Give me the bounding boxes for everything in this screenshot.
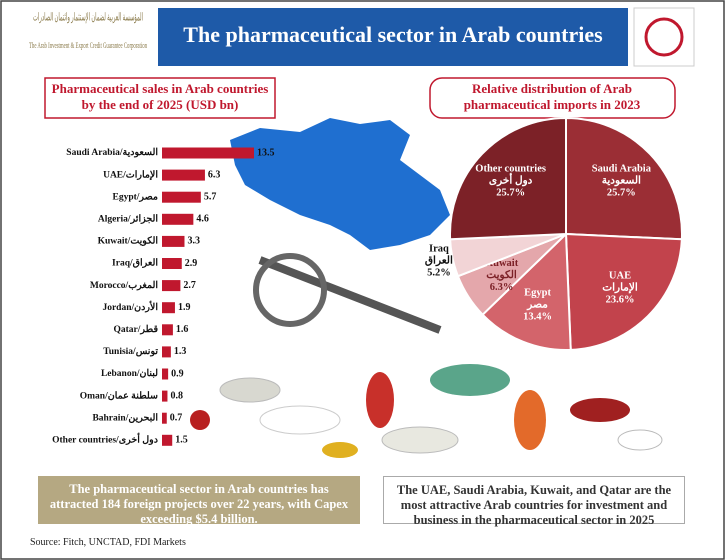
value-label: 2.9 — [185, 258, 198, 269]
pie-label: العراق — [425, 254, 453, 266]
category-label: UAE/الإمارات — [103, 169, 158, 180]
pie-label: Other countries — [475, 164, 546, 175]
pie-label: 13.4% — [523, 311, 552, 322]
pie-label: دول أخرى — [489, 173, 533, 187]
pie-label: 6.3% — [490, 282, 514, 293]
pie-label: UAE — [609, 271, 631, 282]
pie-slice — [564, 232, 683, 351]
category-label: Morocco/المغرب — [90, 280, 158, 291]
org-arabic: المؤسسة العربية لضمان الإستثمار وائتمان … — [33, 12, 143, 24]
category-label: Tunisia/تونس — [103, 347, 158, 357]
value-label: 1.9 — [178, 302, 191, 313]
bar — [162, 390, 168, 402]
category-label: Other countries/دول أخرى — [52, 432, 159, 445]
category-label: Saudi Arabia/السعودية — [66, 147, 158, 158]
category-label: Egypt/مصر — [112, 192, 158, 202]
bar — [162, 147, 254, 159]
pie-label: 23.6% — [606, 295, 635, 306]
bar — [162, 434, 173, 446]
category-label: Lebanon/لبنان — [101, 368, 158, 379]
bar — [162, 302, 175, 314]
pie-label: الكويت — [486, 269, 517, 281]
value-label: 4.6 — [196, 214, 209, 225]
category-label: Jordan/الأردن — [102, 301, 158, 313]
pills — [190, 253, 663, 458]
category-label: Oman/سلطنة عمان — [80, 390, 158, 401]
bar — [162, 258, 182, 269]
source: Source: Fitch, UNCTAD, FDI Markets — [30, 537, 186, 548]
pie-label: Kuwait — [485, 258, 519, 269]
value-label: 3.3 — [187, 236, 200, 247]
map — [230, 118, 450, 250]
pie-label: 5.2% — [427, 267, 451, 278]
pie-label: السعودية — [602, 175, 641, 187]
category-label: Kuwait/الكويت — [98, 236, 159, 247]
org-english: The Arab Investment & Export Credit Guar… — [29, 40, 147, 50]
value-label: 6.3 — [208, 169, 221, 180]
logo — [633, 7, 695, 67]
value-label: 0.7 — [170, 412, 183, 423]
pie-label: Egypt — [524, 287, 551, 298]
pie-label: 25.7% — [607, 188, 636, 199]
bar — [162, 412, 167, 424]
value-label: 1.6 — [176, 324, 189, 335]
pie-slice — [565, 116, 683, 241]
bar — [162, 346, 171, 358]
value-label: 5.7 — [204, 191, 217, 202]
pie-label: 25.7% — [496, 188, 525, 199]
value-label: 13.5 — [257, 147, 275, 158]
category-label: Iraq/العراق — [112, 258, 158, 269]
bar — [162, 191, 201, 203]
bar — [162, 169, 205, 181]
value-label: 0.8 — [170, 390, 183, 401]
bar — [162, 324, 173, 336]
title-banner — [158, 8, 628, 66]
value-label: 1.5 — [175, 435, 188, 446]
pie-label: الإمارات — [602, 282, 638, 295]
logo-mark — [644, 17, 684, 57]
main-title: The pharmaceutical sector in Arab countr… — [183, 22, 603, 47]
value-label: 1.3 — [174, 346, 187, 357]
note: The pharmaceutical sector in Arab countr… — [38, 476, 360, 526]
category-label: Algeria/الجزائر — [98, 213, 159, 224]
note: The UAE, Saudi Arabia, Kuwait, and Qatar… — [383, 476, 685, 527]
category-label: Qatar/قطر — [114, 324, 159, 335]
bar — [162, 368, 169, 380]
value-label: 0.9 — [171, 368, 184, 379]
pie-label: Saudi Arabia — [592, 164, 652, 175]
bar — [162, 235, 185, 247]
value-label: 2.7 — [183, 280, 196, 291]
chart-title: Pharmaceutical sales in Arab countries by… — [52, 81, 269, 112]
bar — [162, 213, 194, 225]
pie-label: مصر — [526, 299, 548, 310]
bar-title-box — [44, 77, 276, 119]
pie-label: Iraq — [429, 243, 449, 254]
pie-slice — [449, 116, 567, 241]
pie-slice — [481, 231, 572, 351]
bar — [162, 280, 181, 292]
category-label: Bahrain/البحرين — [92, 412, 158, 423]
chart-title: Relative distribution of Arab pharmaceuti… — [464, 81, 641, 112]
